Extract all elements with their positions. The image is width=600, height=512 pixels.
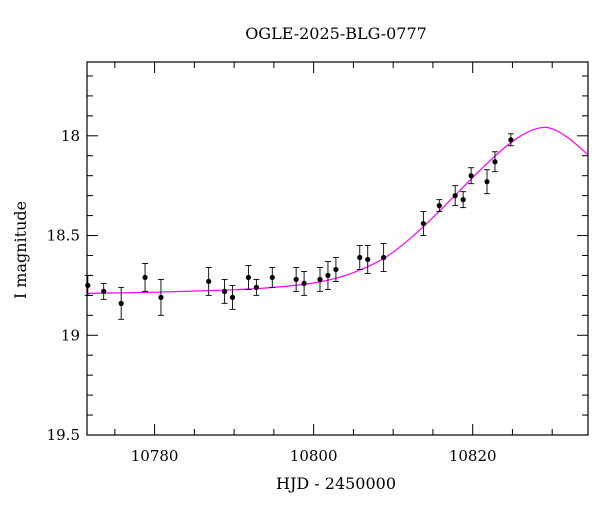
data-point	[332, 257, 339, 282]
x-axis-ticks: 10780 10800 10820	[114, 62, 553, 465]
x-tick-label: 10820	[449, 447, 497, 465]
data-point	[245, 265, 252, 290]
data-point	[293, 266, 300, 292]
y-tick-label: 19	[61, 326, 80, 344]
data-marker	[253, 284, 259, 290]
data-marker	[293, 276, 299, 283]
chart-title: OGLE-2025-BLG-0777	[245, 24, 427, 43]
data-marker	[460, 197, 466, 203]
data-point	[484, 169, 491, 195]
x-tick-label: 10780	[131, 447, 179, 465]
data-marker	[269, 274, 275, 281]
data-marker	[221, 288, 228, 294]
data-point	[420, 211, 427, 236]
data-point	[460, 191, 467, 209]
data-point	[269, 266, 276, 288]
data-point	[157, 278, 164, 316]
data-marker	[142, 274, 148, 281]
data-point	[364, 245, 371, 274]
data-point	[317, 266, 324, 292]
data-marker	[484, 179, 490, 185]
data-point	[468, 167, 475, 185]
data-marker	[333, 266, 339, 273]
data-marker	[118, 300, 124, 306]
data-marker	[508, 137, 514, 143]
data-marker	[420, 220, 426, 227]
data-marker	[229, 294, 236, 300]
data-point	[452, 185, 459, 207]
data-point	[100, 282, 107, 300]
data-marker	[436, 203, 442, 209]
data-point	[301, 270, 308, 296]
x-axis-label: HJD - 2450000	[276, 474, 396, 493]
data-marker	[317, 276, 323, 283]
data-marker	[381, 254, 387, 261]
plot-frame	[86, 61, 589, 436]
data-marker	[301, 280, 307, 287]
y-axis-label: I magnitude	[11, 201, 30, 299]
data-marker	[357, 254, 363, 261]
x-tick-label: 10800	[290, 447, 338, 465]
data-marker	[365, 256, 371, 263]
plot-area: 10780 10800 10820 18 18.5 19 19.5	[47, 61, 589, 465]
data-marker	[492, 159, 498, 165]
data-marker	[101, 288, 107, 294]
data-points	[84, 133, 514, 320]
model-curve	[87, 126, 588, 294]
data-point	[253, 278, 260, 296]
data-point	[229, 284, 236, 310]
data-point	[84, 274, 91, 296]
data-point	[324, 261, 331, 290]
y-tick-label: 18.5	[47, 227, 80, 245]
data-point	[380, 243, 387, 272]
data-point	[205, 266, 212, 296]
data-marker	[452, 193, 458, 199]
data-point	[356, 245, 363, 270]
data-marker	[245, 274, 252, 281]
data-marker	[325, 272, 331, 279]
data-point	[142, 263, 149, 292]
data-point	[507, 133, 514, 147]
model-layer	[87, 126, 588, 294]
data-point	[491, 151, 498, 173]
data-marker	[468, 173, 474, 179]
data-marker	[85, 282, 91, 289]
y-axis-ticks: 18 18.5 19 19.5	[47, 75, 588, 444]
y-tick-label: 18	[61, 127, 80, 145]
data-marker	[158, 294, 164, 300]
y-tick-label: 19.5	[47, 426, 80, 444]
data-marker	[206, 278, 212, 285]
data-point	[221, 278, 228, 304]
data-point	[436, 199, 443, 213]
data-point	[118, 286, 125, 320]
